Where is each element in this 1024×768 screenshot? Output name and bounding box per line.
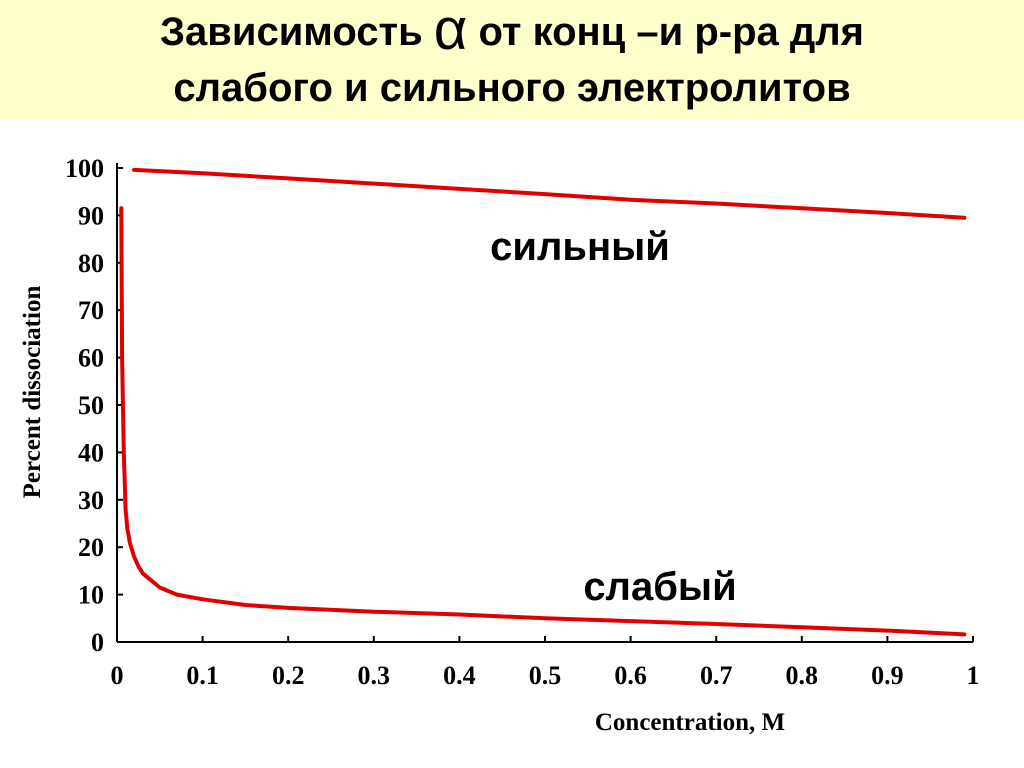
x-tick-label: 0.5 xyxy=(529,661,562,690)
y-tick-label: 50 xyxy=(78,391,104,420)
x-tick-label: 0.2 xyxy=(272,661,305,690)
title-line1-prefix: Зависимость xyxy=(159,10,434,54)
series-line-strong xyxy=(132,167,967,220)
x-tick-label: 0.3 xyxy=(358,661,391,690)
series-label-strong: сильный xyxy=(490,225,670,269)
x-tick-label: 0 xyxy=(111,661,124,690)
x-tick-label: 0.7 xyxy=(700,661,733,690)
x-axis-ticks: 0 0.1 0.2 0.3 0.4 0.5 0.6 0.7 0.8 0.9 1 xyxy=(111,636,980,690)
series-labels: сильный слабый xyxy=(490,225,737,609)
y-tick-label: 40 xyxy=(78,438,104,467)
y-tick-label: 20 xyxy=(78,533,104,562)
y-tick-label: 80 xyxy=(78,249,104,278)
y-tick-label: 60 xyxy=(78,344,104,373)
y-tick-label: 70 xyxy=(78,296,104,325)
x-tick-label: 1 xyxy=(967,661,980,690)
y-tick-label: 10 xyxy=(78,581,104,610)
series-line-weak xyxy=(119,206,967,637)
title-band xyxy=(0,0,1024,120)
slide-title: Зависимость α от конц –и р-ра для слабог… xyxy=(0,0,1024,116)
y-tick-label: 90 xyxy=(78,201,104,230)
y-axis-label: Percent dissociation xyxy=(19,286,46,499)
series-label-weak: слабый xyxy=(583,565,736,609)
x-tick-label: 0.1 xyxy=(186,661,219,690)
x-tick-label: 0.8 xyxy=(786,661,819,690)
y-axis-ticks: 0 10 20 30 40 50 60 70 80 90 100 xyxy=(65,154,123,657)
x-tick-label: 0.4 xyxy=(443,661,476,690)
title-line2: слабого и сильного электролитов xyxy=(173,66,851,110)
title-line1-suffix: от конц –и р-ра для xyxy=(467,10,865,54)
y-tick-label: 100 xyxy=(65,154,104,183)
y-tick-label: 0 xyxy=(91,628,104,657)
x-axis-label: Concentration, M xyxy=(595,709,785,736)
x-tick-label: 0.6 xyxy=(614,661,647,690)
alpha-symbol: α xyxy=(433,0,468,62)
x-tick-label: 0.9 xyxy=(871,661,904,690)
chart-series xyxy=(119,167,967,637)
y-tick-label: 30 xyxy=(78,486,104,515)
